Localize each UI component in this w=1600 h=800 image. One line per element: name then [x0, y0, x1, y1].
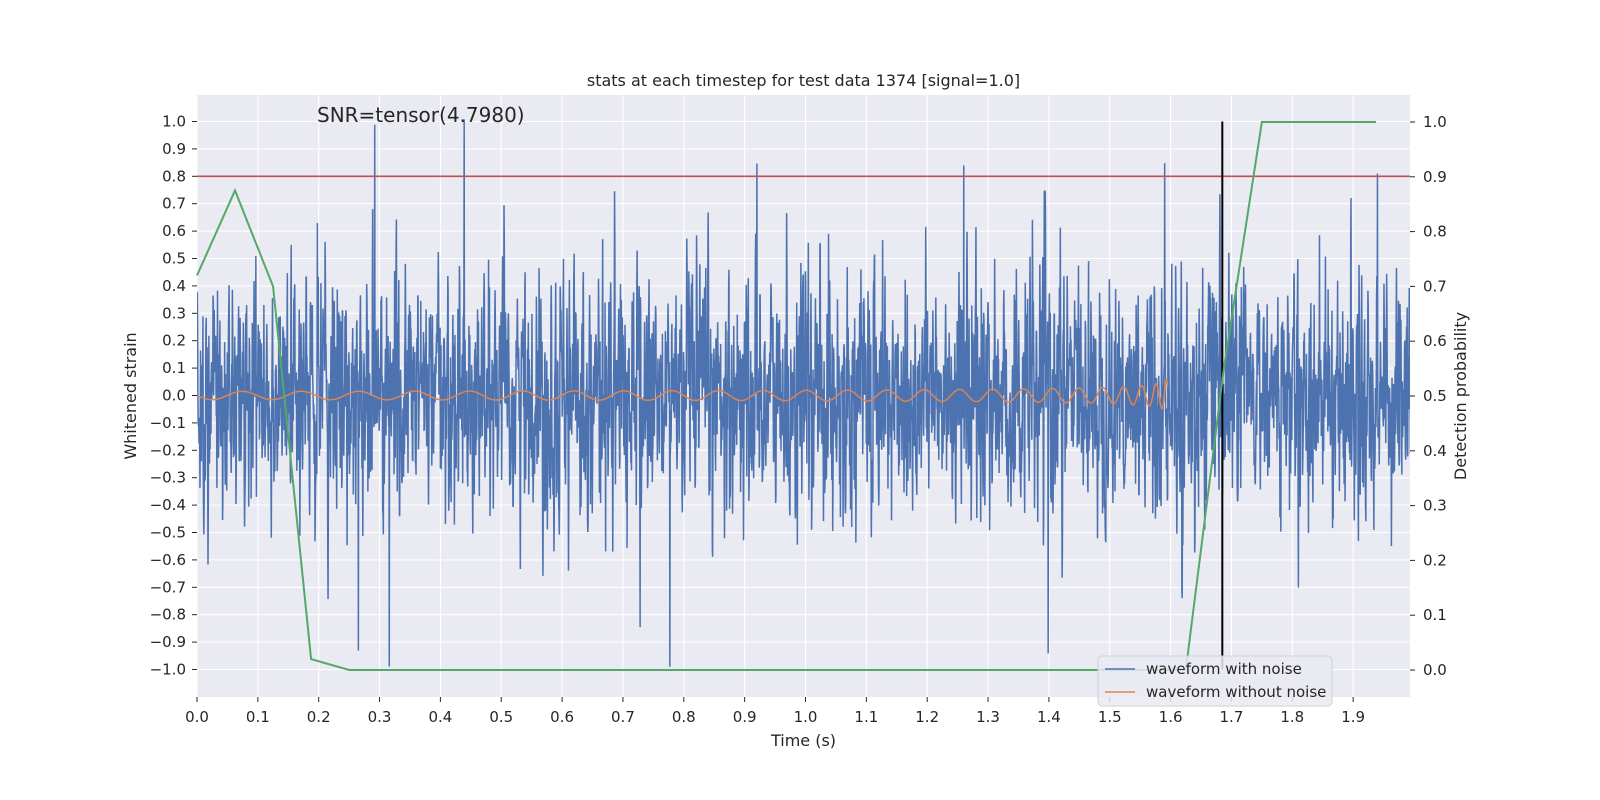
legend-label-waveform-with-noise: waveform with noise — [1146, 660, 1302, 678]
y-left-tick-label: 1.0 — [162, 113, 186, 131]
y-left-tick-label: −0.8 — [150, 606, 186, 624]
x-tick-label: 0.2 — [307, 708, 331, 726]
x-tick-label: 1.1 — [854, 708, 878, 726]
y-left-tick-label: −0.2 — [150, 441, 186, 459]
x-tick-label: 0.9 — [733, 708, 757, 726]
x-tick-label: 0.5 — [489, 708, 513, 726]
y-left-tick-label: −0.5 — [150, 524, 186, 542]
y-left-tick-label: 0.7 — [162, 195, 186, 213]
x-tick-label: 1.6 — [1159, 708, 1183, 726]
y-right-tick-label: 0.3 — [1423, 497, 1447, 515]
x-tick-label: 1.8 — [1280, 708, 1304, 726]
x-tick-label: 0.8 — [672, 708, 696, 726]
y-left-tick-label: −0.3 — [150, 469, 186, 487]
snr-annotation: SNR=tensor(4.7980) — [317, 103, 525, 127]
y-left-tick-label: 0.2 — [162, 332, 186, 350]
y-left-tick-label: 0.4 — [162, 277, 186, 295]
y-right-tick-label: 1.0 — [1423, 113, 1447, 131]
x-tick-label: 0.1 — [246, 708, 270, 726]
y-left-tick-label: 0.9 — [162, 140, 186, 158]
y-left-tick-label: 0.1 — [162, 359, 186, 377]
series-waveform-with-noise — [197, 119, 1410, 667]
series-detection-probability — [196, 121, 1376, 671]
y-right-tick-label: 0.2 — [1423, 551, 1447, 569]
x-tick-label: 0.7 — [611, 708, 635, 726]
y-left-tick-label: −0.6 — [150, 551, 186, 569]
y-right-tick-label: 0.1 — [1423, 606, 1447, 624]
y-left-tick-label: −0.9 — [150, 633, 186, 651]
y-left-tick-label: 0.5 — [162, 250, 186, 268]
y-right-tick-label: 0.0 — [1423, 661, 1447, 679]
series-waveform-without-noise — [196, 378, 1169, 410]
x-tick-label: 0.0 — [185, 708, 209, 726]
x-tick-label: 0.3 — [368, 708, 392, 726]
x-tick-label: 1.0 — [794, 708, 818, 726]
x-axis-label: Time (s) — [770, 731, 836, 750]
y-left-tick-label: 0.6 — [162, 222, 186, 240]
y-left-tick-label: −1.0 — [150, 661, 186, 679]
y-right-tick-label: 0.8 — [1423, 223, 1447, 241]
y-right-tick-label: 0.5 — [1423, 387, 1447, 405]
y-right-tick-label: 0.4 — [1423, 442, 1447, 460]
y-right-tick-label: 0.7 — [1423, 277, 1447, 295]
y-left-tick-label: −0.7 — [150, 578, 186, 596]
x-tick-label: 1.2 — [915, 708, 939, 726]
x-tick-label: 1.3 — [976, 708, 1000, 726]
y-right-tick-label: 0.9 — [1423, 168, 1447, 186]
y-left-tick-label: 0.3 — [162, 304, 186, 322]
y-left-tick-label: 0.8 — [162, 167, 186, 185]
legend-box — [1097, 655, 1333, 707]
legend-label-waveform-without-noise: waveform without noise — [1146, 683, 1326, 701]
ticks-layer: 0.0 0.1 0.2 0.3 0.4 0.5 0.6 0.7 0.8 0.9 1.0 1.1 1.2 1… — [150, 113, 1447, 727]
y-left-tick-label: −0.1 — [150, 414, 186, 432]
x-tick-label: 1.9 — [1341, 708, 1365, 726]
y-axis-left-label: Whitened strain — [121, 332, 140, 459]
legend: waveform with noise waveform without noi… — [1097, 655, 1333, 707]
series-layer — [196, 119, 1410, 671]
x-tick-label: 0.6 — [550, 708, 574, 726]
x-tick-label: 0.4 — [428, 708, 452, 726]
x-tick-label: 1.7 — [1220, 708, 1244, 726]
y-left-tick-label: 0.0 — [162, 387, 186, 405]
chart-title: stats at each timestep for test data 137… — [587, 71, 1020, 90]
y-right-tick-label: 0.6 — [1423, 332, 1447, 350]
x-tick-label: 1.5 — [1098, 708, 1122, 726]
y-axis-right-label: Detection probability — [1451, 312, 1470, 480]
y-left-tick-label: −0.4 — [150, 496, 186, 514]
x-tick-label: 1.4 — [1037, 708, 1061, 726]
